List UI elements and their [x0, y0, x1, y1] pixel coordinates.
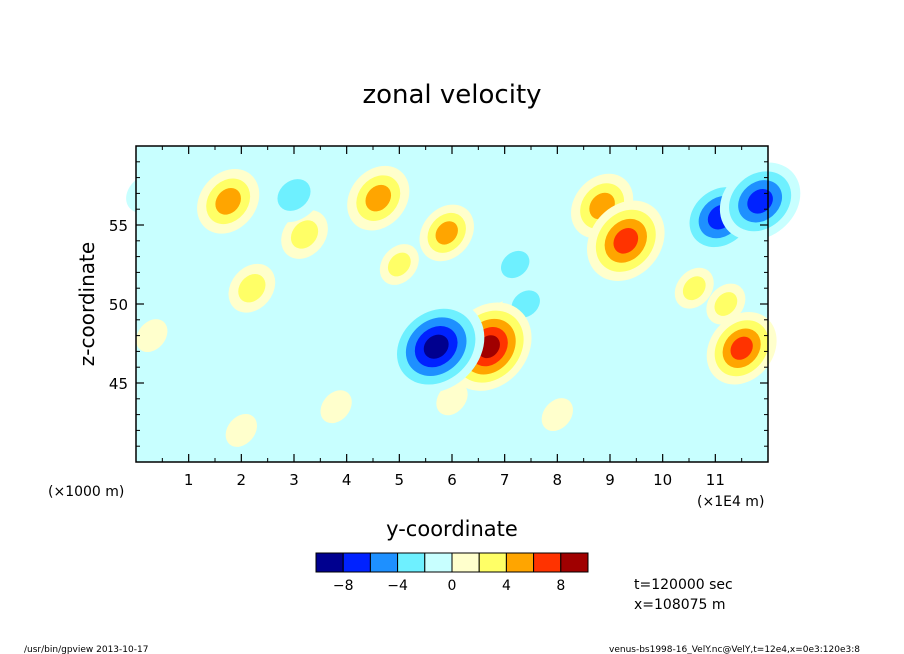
colorbar-swatch: [478, 552, 507, 573]
contour-region: [215, 188, 241, 215]
x-tick-label: 6: [447, 471, 457, 489]
x-tick-label: 10: [653, 471, 672, 489]
contour-fill: [126, 162, 801, 447]
contour-region: [501, 250, 530, 279]
time-annotation: t=120000 sec: [634, 577, 733, 593]
x-tick-label: 1: [184, 471, 194, 489]
contour-region: [714, 292, 738, 316]
colorbar-tick-label: 8: [556, 578, 565, 594]
contour-region: [259, 325, 297, 362]
y-tick-label: 50: [109, 296, 128, 314]
contour-region: [290, 220, 319, 249]
colorbar-swatch: [342, 552, 371, 573]
contour-region: [435, 221, 458, 245]
contour-region: [423, 334, 449, 359]
contour-region: [747, 188, 773, 214]
contour-region: [436, 382, 468, 416]
y-axis-label: z-coordinate: [75, 242, 99, 366]
contour-region: [613, 228, 639, 254]
contour-region: [387, 252, 411, 277]
contour-region: [277, 179, 311, 211]
contour-region: [336, 292, 378, 332]
x-tick-label: 11: [706, 471, 725, 489]
x-tick-label: 9: [605, 471, 615, 489]
colorbar-tick-label: 4: [502, 578, 511, 594]
y-tick-label: 45: [109, 375, 128, 393]
contour-region: [225, 413, 257, 447]
x-tick-label: 3: [289, 471, 299, 489]
x-tick-label: 8: [553, 471, 563, 489]
colorbar-swatch: [315, 552, 344, 573]
contour-region: [730, 336, 753, 360]
contour-region: [136, 319, 168, 353]
contour-region: [633, 302, 671, 338]
chart-title: zonal velocity: [362, 80, 541, 110]
y-tick-label: 55: [109, 217, 128, 235]
contour-region: [365, 184, 392, 212]
contour-region: [238, 274, 266, 303]
colorbar-swatch: [560, 552, 589, 573]
colorbar-tick-label: −8: [333, 578, 354, 594]
position-annotation: x=108075 m: [634, 597, 726, 613]
colorbar-swatch: [505, 552, 535, 573]
colorbar-tick-label: −4: [387, 578, 408, 594]
contour-region: [541, 398, 573, 432]
colorbar: −8 −4 0 4 8: [315, 552, 589, 594]
contour-region: [682, 276, 706, 301]
colorbar-swatch: [397, 552, 426, 573]
contour-region: [320, 390, 352, 424]
contour-region: [652, 331, 694, 371]
colorbar-swatch: [533, 552, 562, 573]
x-unit-left: (×1000 m): [48, 484, 124, 500]
colorbar-swatch: [369, 552, 399, 573]
x-unit-right: (×1E4 m): [697, 494, 764, 510]
colorbar-swatch: [424, 552, 453, 573]
colorbar-swatch: [451, 552, 480, 573]
x-tick-label: 2: [237, 471, 247, 489]
x-tick-label: 5: [395, 471, 405, 489]
x-axis-label: y-coordinate: [386, 517, 518, 541]
x-tick-label: 7: [500, 471, 510, 489]
footer-left: /usr/bin/gpview 2013-10-17: [24, 645, 148, 654]
x-tick-label: 4: [342, 471, 352, 489]
colorbar-tick-label: 0: [448, 578, 457, 594]
footer-right: venus-bs1998-16_VelY.nc@VelY,t=12e4,x=0e…: [609, 645, 860, 654]
